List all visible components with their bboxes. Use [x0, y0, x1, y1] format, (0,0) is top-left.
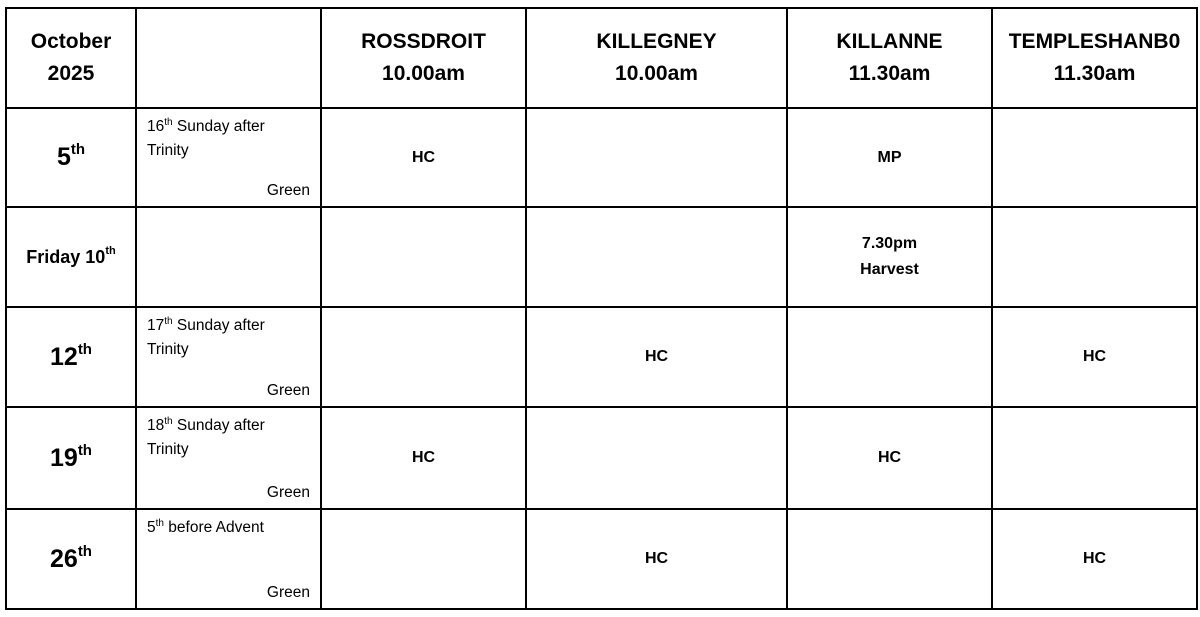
occasion-number: 16	[147, 118, 165, 136]
service-schedule-table: October 2025 ROSSDROIT 10.00am KILLEGNEY 10…	[5, 7, 1198, 610]
service-cell	[525, 206, 788, 308]
header-row: October 2025 ROSSDROIT 10.00am KILLEGNEY 10…	[5, 7, 1198, 109]
occasion-text: Sunday after Trinity	[147, 118, 265, 160]
church-header: KILLEGNEY 10.00am	[525, 7, 788, 109]
church-header: ROSSDROIT 10.00am	[320, 7, 527, 109]
day-number: 26	[50, 544, 78, 573]
church-header: TEMPLESHANB0 11.30am	[991, 7, 1198, 109]
date-cell: 12th	[5, 306, 137, 408]
occasion-cell: 16th Sunday after Trinity Green	[135, 107, 322, 208]
date-cell: 5th	[5, 107, 137, 208]
service-time: 10.00am	[382, 62, 465, 85]
service-cell: HC	[320, 107, 527, 208]
service-time: 10.00am	[615, 62, 698, 85]
occasion-cell: 18th Sunday after Trinity Green	[135, 406, 322, 510]
service-cell: 7.30pm Harvest	[786, 206, 993, 308]
occasion-number: 17	[147, 317, 165, 335]
table-row: 19th 18th Sunday after Trinity Green HC HC	[5, 406, 1198, 510]
service-label: HC	[411, 449, 436, 466]
occasion-text: Sunday after Trinity	[147, 317, 265, 359]
year: 2025	[47, 62, 95, 85]
service-cell: HC	[786, 406, 993, 510]
liturgical-colour: Green	[266, 182, 310, 199]
date-cell: Friday 10th	[5, 206, 137, 308]
church-name: TEMPLESHANB0	[1008, 30, 1181, 53]
service-cell	[525, 406, 788, 510]
occasion-suffix: th	[164, 416, 173, 427]
occasion-number: 5	[147, 519, 156, 537]
table-row: 5th 16th Sunday after Trinity Green HC MP	[5, 107, 1198, 208]
service-label: MP	[877, 148, 902, 166]
service-cell	[320, 306, 527, 408]
day-suffix: th	[70, 141, 86, 158]
service-cell	[525, 107, 788, 208]
day-number: 19	[50, 443, 78, 472]
service-cell: HC	[525, 508, 788, 610]
service-cell	[786, 306, 993, 408]
table-row: 26th 5th before Advent Green HC HC	[5, 508, 1198, 610]
day-number: 10	[85, 246, 106, 267]
table-row: 12th 17th Sunday after Trinity Green HC HC	[5, 306, 1198, 408]
church-header: KILLANNE 11.30am	[786, 7, 993, 109]
occasion-suffix: th	[155, 518, 164, 529]
service-label: HC	[1082, 550, 1107, 567]
day-number: 12	[50, 342, 78, 371]
occasion-cell: 5th before Advent Green	[135, 508, 322, 610]
service-cell: MP	[786, 107, 993, 208]
service-time: 11.30am	[848, 62, 931, 85]
day-prefix: Friday	[26, 246, 86, 267]
occasion-header-cell	[135, 7, 322, 109]
service-cell	[320, 508, 527, 610]
service-cell: HC	[991, 508, 1198, 610]
service-label: HC	[644, 550, 669, 567]
table-row: Friday 10th 7.30pm Harvest	[5, 206, 1198, 308]
church-name: KILLANNE	[836, 30, 943, 53]
occasion-suffix: th	[164, 117, 173, 128]
day-number: 5	[56, 143, 71, 171]
date-cell: 19th	[5, 406, 137, 510]
church-name: KILLEGNEY	[596, 30, 717, 53]
service-label: HC	[877, 449, 902, 466]
month: October	[30, 30, 112, 53]
occasion-number: 18	[147, 417, 165, 435]
occasion-suffix: th	[164, 316, 173, 327]
occasion-cell	[135, 206, 322, 308]
occasion-text: before Advent	[163, 519, 264, 537]
service-cell: HC	[525, 306, 788, 408]
service-label: HC	[644, 348, 669, 365]
date-cell: 26th	[5, 508, 137, 610]
service-label: HC	[411, 148, 436, 166]
service-cell	[991, 107, 1198, 208]
occasion-text: Sunday after Trinity	[147, 417, 265, 459]
occasion-cell: 17th Sunday after Trinity Green	[135, 306, 322, 408]
service-cell	[991, 206, 1198, 308]
service-label: 7.30pm Harvest	[860, 235, 919, 278]
service-cell	[991, 406, 1198, 510]
liturgical-colour: Green	[266, 382, 310, 399]
day-suffix: th	[105, 244, 116, 257]
day-suffix: th	[77, 340, 92, 358]
service-cell: HC	[991, 306, 1198, 408]
day-suffix: th	[77, 441, 92, 459]
service-cell: HC	[320, 406, 527, 510]
day-suffix: th	[77, 542, 92, 560]
service-label: HC	[1082, 348, 1107, 365]
liturgical-colour: Green	[266, 584, 310, 601]
church-name: ROSSDROIT	[361, 30, 486, 53]
month-year-cell: October 2025	[5, 7, 137, 109]
service-cell	[786, 508, 993, 610]
service-cell	[320, 206, 527, 308]
liturgical-colour: Green	[266, 484, 310, 501]
service-time: 11.30am	[1053, 62, 1136, 85]
